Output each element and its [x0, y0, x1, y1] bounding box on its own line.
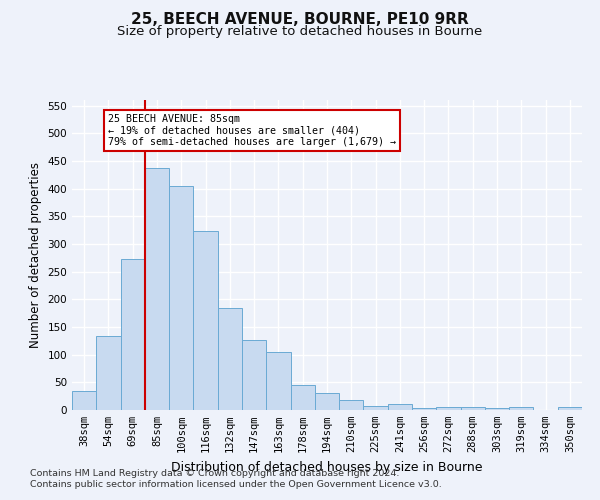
Bar	[266, 352, 290, 410]
Bar	[461, 407, 485, 410]
Y-axis label: Number of detached properties: Number of detached properties	[29, 162, 42, 348]
Bar	[364, 406, 388, 410]
Bar	[72, 390, 96, 410]
Bar	[218, 308, 242, 410]
Text: 25, BEECH AVENUE, BOURNE, PE10 9RR: 25, BEECH AVENUE, BOURNE, PE10 9RR	[131, 12, 469, 28]
Bar	[388, 404, 412, 410]
X-axis label: Distribution of detached houses by size in Bourne: Distribution of detached houses by size …	[171, 460, 483, 473]
Bar	[509, 407, 533, 410]
Bar	[315, 394, 339, 410]
Bar	[145, 168, 169, 410]
Text: Contains HM Land Registry data © Crown copyright and database right 2024.: Contains HM Land Registry data © Crown c…	[30, 468, 400, 477]
Bar	[169, 186, 193, 410]
Bar	[121, 260, 145, 410]
Bar	[412, 408, 436, 410]
Bar	[485, 408, 509, 410]
Bar	[436, 407, 461, 410]
Bar	[290, 384, 315, 410]
Bar	[193, 231, 218, 410]
Text: Size of property relative to detached houses in Bourne: Size of property relative to detached ho…	[118, 25, 482, 38]
Bar	[96, 336, 121, 410]
Bar	[339, 400, 364, 410]
Text: 25 BEECH AVENUE: 85sqm
← 19% of detached houses are smaller (404)
79% of semi-de: 25 BEECH AVENUE: 85sqm ← 19% of detached…	[109, 114, 397, 147]
Bar	[558, 406, 582, 410]
Text: Contains public sector information licensed under the Open Government Licence v3: Contains public sector information licen…	[30, 480, 442, 489]
Bar	[242, 340, 266, 410]
